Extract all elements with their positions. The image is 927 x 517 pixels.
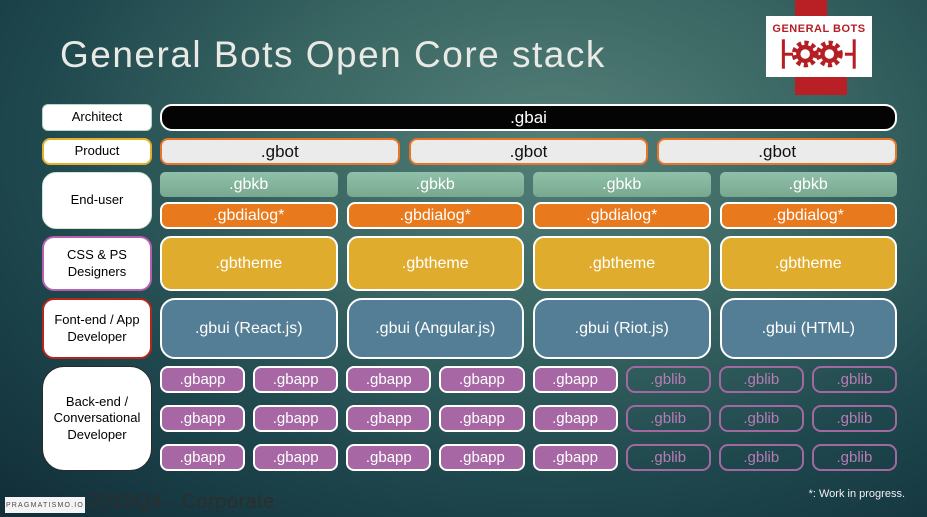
gbdialog-block: .gbdialog*: [346, 202, 524, 229]
row-gbai: .gbai: [160, 104, 897, 131]
gears-icon: [775, 35, 863, 78]
gbapp-block: .gbapp: [532, 444, 618, 471]
gbot-block: .gbot: [408, 138, 649, 165]
footer-caption: 2018Q4 - Corporate: [88, 491, 275, 513]
role-label-architect: Architect: [42, 104, 152, 131]
logo-text: GENERAL BOTS: [772, 23, 866, 35]
gbapp-block: .gbapp: [532, 366, 618, 393]
gblib-block: .gblib: [718, 366, 804, 393]
gbot-block: .gbot: [657, 138, 898, 165]
gblib-block: .gblib: [625, 366, 711, 393]
gbdialog-block: .gbdialog*: [533, 202, 711, 229]
gbkb-block: .gbkb: [346, 172, 524, 197]
row-backend-3: .gbapp .gbapp .gbapp .gbapp .gbapp .gbli…: [160, 444, 897, 471]
gbot-block: .gbot: [160, 138, 400, 165]
row-gbot: .gbot .gbot .gbot: [160, 138, 898, 165]
logo-ribbon-bottom: [795, 76, 847, 95]
row-gbdialog: .gbdialog* .gbdialog* .gbdialog* .gbdial…: [160, 202, 897, 229]
gbdialog-block: .gbdialog*: [160, 202, 338, 229]
gbui-angular-block: .gbui (Angular.js): [346, 298, 524, 359]
role-label-end-user: End-user: [42, 172, 152, 229]
gbapp-block: .gbapp: [346, 366, 432, 393]
work-in-progress-note: *: Work in progress.: [808, 488, 905, 500]
gbui-react-block: .gbui (React.js): [160, 298, 338, 359]
gbkb-block: .gbkb: [719, 172, 897, 197]
gblib-block: .gblib: [625, 444, 711, 471]
gbdialog-block: .gbdialog*: [719, 202, 897, 229]
pragmatismo-logo: PRAGMATISMO.IO: [5, 497, 85, 513]
gbtheme-block: .gbtheme: [346, 236, 524, 291]
row-backend-1: .gbapp .gbapp .gbapp .gbapp .gbapp .gbli…: [160, 366, 897, 393]
role-label-css-ps-designers: CSS & PS Designers: [42, 236, 152, 291]
gbtheme-block: .gbtheme: [160, 236, 338, 291]
gbapp-block: .gbapp: [253, 405, 339, 432]
gbui-riot-block: .gbui (Riot.js): [533, 298, 711, 359]
gblib-block: .gblib: [625, 405, 711, 432]
gbai-block: .gbai: [160, 104, 897, 131]
gblib-block: .gblib: [811, 366, 897, 393]
gbapp-block: .gbapp: [346, 405, 432, 432]
row-gbtheme: .gbtheme .gbtheme .gbtheme .gbtheme: [160, 236, 897, 291]
gblib-block: .gblib: [811, 444, 897, 471]
gblib-block: .gblib: [718, 405, 804, 432]
gbkb-block: .gbkb: [160, 172, 338, 197]
row-backend-2: .gbapp .gbapp .gbapp .gbapp .gbapp .gbli…: [160, 405, 897, 432]
role-label-product: Product: [42, 138, 152, 165]
gbapp-block: .gbapp: [160, 444, 246, 471]
row-gbui: .gbui (React.js) .gbui (Angular.js) .gbu…: [160, 298, 897, 359]
gblib-block: .gblib: [811, 405, 897, 432]
gbkb-block: .gbkb: [533, 172, 711, 197]
gbapp-block: .gbapp: [439, 366, 525, 393]
gbui-html-block: .gbui (HTML): [719, 298, 897, 359]
gbapp-block: .gbapp: [253, 444, 339, 471]
role-label-frontend-app-developer: Font-end / App Developer: [42, 298, 152, 359]
gbtheme-block: .gbtheme: [719, 236, 897, 291]
gbapp-block: .gbapp: [532, 405, 618, 432]
pragmatismo-logo-text: PRAGMATISMO.IO: [5, 501, 85, 509]
role-label-backend-conversational-developer: Back-end / Conversational Developer: [42, 366, 152, 471]
row-gbkb: .gbkb .gbkb .gbkb .gbkb: [160, 172, 897, 197]
gbapp-block: .gbapp: [160, 405, 246, 432]
gbtheme-block: .gbtheme: [533, 236, 711, 291]
gbapp-block: .gbapp: [439, 405, 525, 432]
gbapp-block: .gbapp: [160, 366, 246, 393]
gbapp-block: .gbapp: [253, 366, 339, 393]
gbapp-block: .gbapp: [439, 444, 525, 471]
general-bots-logo: GENERAL BOTS: [766, 16, 872, 77]
gblib-block: .gblib: [718, 444, 804, 471]
gbapp-block: .gbapp: [346, 444, 432, 471]
page-title: General Bots Open Core stack: [60, 34, 606, 75]
